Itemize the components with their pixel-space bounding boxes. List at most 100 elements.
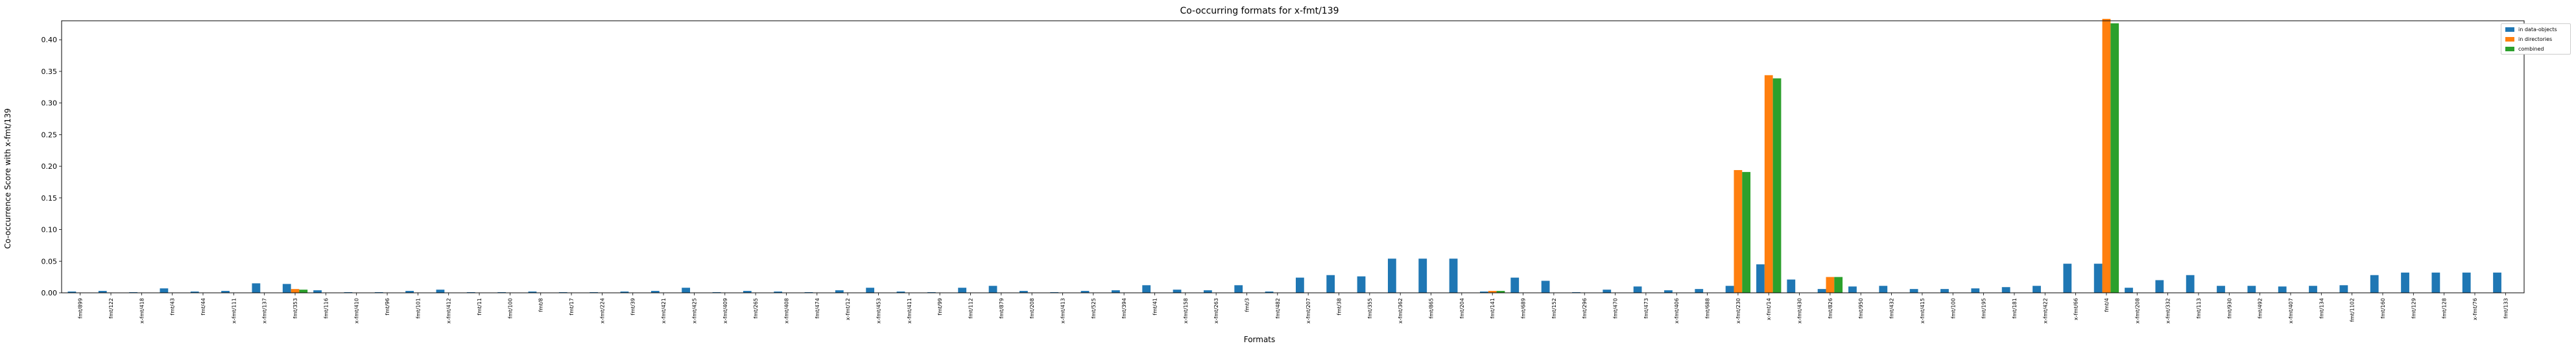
legend-item-directories: in directories — [2501, 34, 2570, 44]
bar — [620, 292, 629, 293]
legend-swatch — [2505, 46, 2514, 51]
x-tick-label: fmt/899 — [78, 298, 84, 319]
x-tick-label: fmt/39 — [630, 298, 636, 316]
bar — [682, 288, 691, 293]
x-tick-label: fmt/101 — [415, 298, 421, 319]
bar — [1633, 286, 1642, 293]
bar — [1695, 289, 1704, 293]
bar — [2339, 285, 2348, 293]
x-tick-label: fmt/141 — [1490, 298, 1496, 319]
bar — [2217, 286, 2225, 293]
x-tick-label: fmt/100 — [1950, 298, 1956, 319]
x-tick-label: fmt/134 — [2319, 298, 2324, 319]
bar — [1019, 291, 1028, 293]
y-tick-label: 0.15 — [42, 194, 58, 203]
x-tick-label: fmt/128 — [2442, 298, 2448, 319]
x-tick-label: fmt/204 — [1459, 298, 1465, 319]
bar — [866, 288, 875, 293]
x-tick-label: x-fmt/158 — [1183, 298, 1189, 323]
x-tick-label: fmt/473 — [1643, 298, 1649, 319]
bar — [252, 283, 261, 293]
y-tick-label: 0.35 — [42, 68, 58, 76]
bar — [1764, 75, 1773, 293]
x-tick-label: fmt/4 — [2104, 298, 2110, 312]
bar — [2001, 287, 2010, 293]
x-tick-label: x-fmt/263 — [1213, 298, 1219, 323]
x-tick-label: x-fmt/12 — [845, 298, 851, 320]
bars-group — [67, 19, 2501, 293]
x-tick-label: fmt/112 — [968, 298, 973, 319]
x-tick-label: fmt/8 — [538, 298, 544, 312]
x-tick-label: fmt/113 — [2196, 298, 2202, 319]
x-tick-label: fmt/394 — [1121, 298, 1127, 319]
bar — [190, 292, 199, 293]
bar — [1173, 290, 1182, 293]
x-tick-label: fmt/17 — [569, 298, 575, 316]
x-tick-label: fmt/296 — [1582, 298, 1588, 319]
bar — [1488, 291, 1497, 293]
bar — [160, 288, 169, 293]
x-tick-label: x-fmt/425 — [691, 298, 697, 323]
bar — [1296, 277, 1304, 293]
legend-item-data-objects: in data-objects — [2501, 25, 2570, 34]
bar — [2462, 272, 2471, 293]
bar — [1940, 289, 1949, 293]
bar — [1756, 264, 1765, 293]
bar — [1826, 277, 1835, 293]
legend-label: in directories — [2518, 36, 2553, 42]
bar — [1080, 291, 1090, 293]
x-tick-label: fmt/181 — [2012, 298, 2018, 319]
x-tick-label: fmt/492 — [2258, 298, 2263, 319]
bar — [436, 290, 445, 293]
chart-title: Co-occurring formats for x-fmt/139 — [1180, 6, 1339, 16]
x-tick-label: fmt/688 — [1705, 298, 1711, 319]
bar — [1418, 258, 1427, 293]
y-tick-label: 0.30 — [42, 99, 58, 108]
x-axis: fmt/899 fmt/122 x-fmt/418 fmt/43 fmt/44 x-fmt… — [78, 293, 2509, 323]
bar — [1142, 285, 1151, 293]
legend: in data-objects in directories combined — [2501, 23, 2571, 55]
x-tick-label: fmt/195 — [1981, 298, 1987, 319]
x-tick-label: fmt/432 — [1889, 298, 1895, 319]
x-tick-label: fmt/43 — [170, 298, 176, 316]
x-tick-label: x-fmt/230 — [1735, 298, 1741, 323]
x-tick-label: fmt/482 — [1275, 298, 1281, 319]
bar — [1203, 290, 1212, 293]
x-tick-label: fmt/1102 — [2350, 298, 2355, 322]
x-tick-label: x-fmt/224 — [599, 298, 605, 323]
x-tick-label: fmt/133 — [2503, 298, 2509, 319]
x-axis-label: Formats — [1244, 335, 1276, 344]
bar — [1480, 292, 1488, 293]
bar — [1879, 286, 1888, 293]
plot-frame — [61, 20, 2525, 293]
x-tick-label: x-fmt/66 — [2073, 298, 2079, 320]
x-tick-label: fmt/879 — [999, 298, 1005, 319]
x-tick-label: fmt/11 — [477, 298, 483, 316]
x-tick-label: fmt/96 — [385, 298, 390, 316]
bar — [896, 292, 905, 293]
bar — [958, 288, 967, 293]
bar — [221, 291, 230, 293]
y-tick-label: 0.20 — [42, 162, 58, 171]
x-tick-label: fmt/116 — [323, 298, 329, 319]
bar — [1449, 258, 1458, 293]
x-tick-label: fmt/826 — [1828, 298, 1833, 319]
bar — [1496, 291, 1505, 293]
x-tick-label: fmt/99 — [937, 298, 943, 316]
x-tick-label: fmt/152 — [1551, 298, 1557, 319]
x-tick-label: fmt/950 — [1858, 298, 1864, 319]
y-tick-label: 0.05 — [42, 257, 58, 266]
bar — [1326, 275, 1335, 293]
x-tick-label: fmt/525 — [1091, 298, 1097, 319]
bar — [67, 292, 77, 293]
bar — [1787, 279, 1796, 293]
x-tick-label: fmt/122 — [108, 298, 114, 319]
bar — [1725, 286, 1734, 293]
x-tick-label: x-fmt/408 — [783, 298, 789, 323]
bar — [1817, 289, 1826, 293]
bar — [1234, 285, 1243, 293]
x-tick-label: fmt/160 — [2380, 298, 2386, 319]
bar — [1111, 290, 1120, 293]
bar — [282, 284, 291, 293]
